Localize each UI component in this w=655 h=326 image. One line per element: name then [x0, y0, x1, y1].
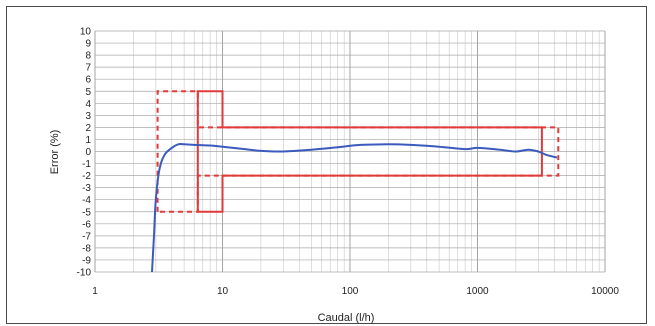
x-tick-label: 1 — [92, 286, 98, 297]
error-curve — [151, 143, 558, 273]
x-tick-label: 10000 — [591, 286, 619, 297]
y-tick-label: -9 — [82, 255, 91, 266]
y-tick-label: 8 — [85, 51, 91, 62]
x-tick-labels: 1 10 100 1000 10000 — [92, 286, 619, 297]
chart-frame — [6, 6, 647, 324]
y-tick-label: -4 — [82, 195, 91, 206]
y-tick-label: 6 — [85, 75, 91, 86]
data-series — [151, 143, 558, 273]
x-tick-label: 10 — [217, 286, 229, 297]
y-tick-label: -3 — [82, 183, 91, 194]
grid-major — [94, 30, 606, 273]
limit-envelopes — [156, 90, 560, 213]
y-tick-label: 0 — [85, 147, 91, 158]
y-tick-label: 10 — [80, 27, 92, 38]
x-axis-title: Caudal (l/h) — [318, 312, 375, 324]
y-tick-label: 2 — [85, 123, 91, 134]
y-tick-label: -7 — [82, 231, 91, 242]
y-tick-label: 5 — [85, 87, 91, 98]
limit-envelope-dashed — [156, 90, 560, 213]
y-tick-label: 1 — [85, 135, 91, 146]
x-tick-label: 100 — [342, 286, 359, 297]
y-tick-label: -5 — [82, 207, 91, 218]
y-axis-title: Error (%) — [49, 130, 61, 175]
y-tick-label: -8 — [82, 243, 91, 254]
y-tick-label: -1 — [82, 159, 91, 170]
y-tick-label: -2 — [82, 171, 91, 182]
y-tick-label: 7 — [85, 63, 91, 74]
y-tick-label: 9 — [85, 39, 91, 50]
y-tick-label: 4 — [85, 99, 91, 110]
y-tick-label: 3 — [85, 111, 91, 122]
y-tick-label: -10 — [77, 268, 92, 279]
x-tick-label: 1000 — [466, 286, 489, 297]
y-tick-label: -6 — [82, 219, 91, 230]
